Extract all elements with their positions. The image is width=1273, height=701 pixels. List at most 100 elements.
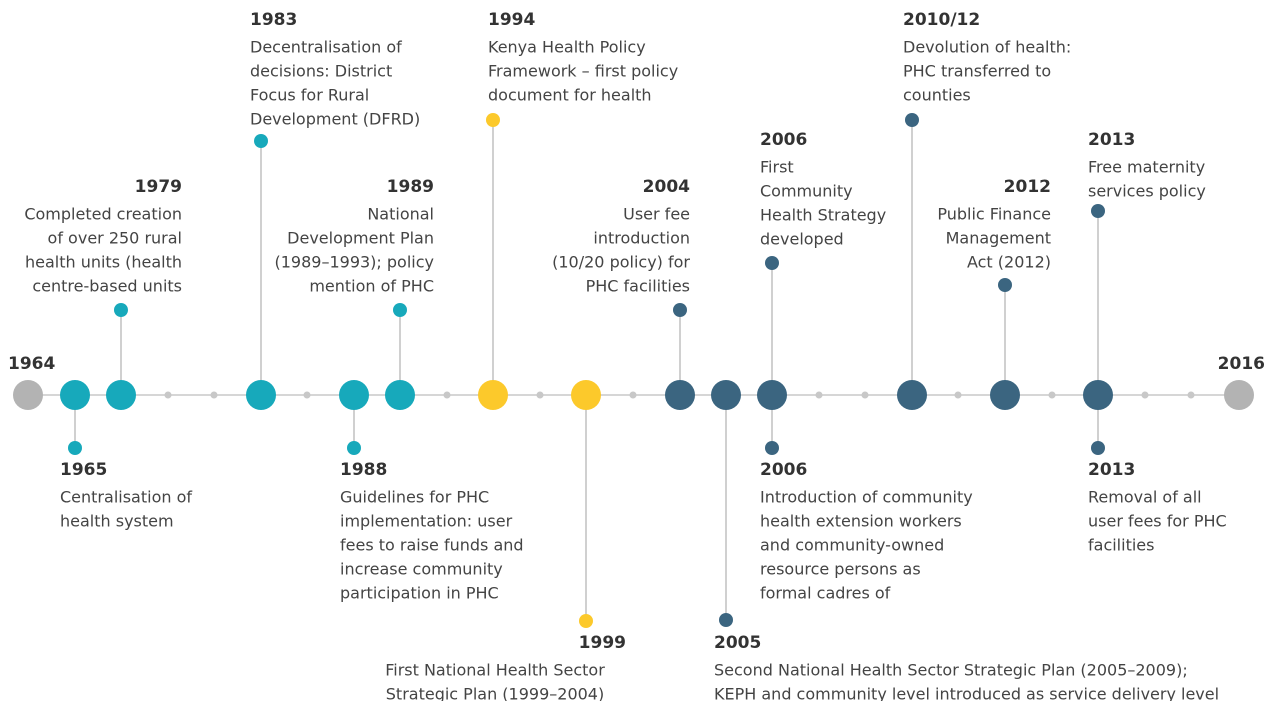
event-text: First National Health Sector — [385, 661, 605, 680]
event-text: KEPH and community level introduced as s… — [714, 685, 1219, 701]
event-text: Decentralisation of — [250, 38, 402, 57]
event-text: mention of PHC — [309, 277, 434, 296]
event-year: 1989 — [387, 177, 434, 197]
event-text: facilities — [1088, 536, 1154, 555]
event-text: Free maternity — [1088, 158, 1205, 177]
event-year: 2012 — [1004, 177, 1051, 197]
event-year: 1999 — [579, 633, 626, 653]
stem-dot — [905, 113, 919, 127]
stem-dot — [673, 303, 687, 317]
event-node — [339, 380, 369, 410]
event-year: 2013 — [1088, 460, 1135, 480]
event-text: Act (2012) — [967, 253, 1051, 272]
event-text: health extension workers — [760, 512, 962, 531]
event-text: Management — [946, 229, 1051, 248]
minor-dot — [443, 391, 451, 399]
event-node — [665, 380, 695, 410]
event-text: User fee — [623, 205, 690, 224]
minor-dot — [1141, 391, 1149, 399]
event-year: 2006 — [760, 460, 807, 480]
minor-dot — [954, 391, 962, 399]
event-node — [897, 380, 927, 410]
stem-dot — [765, 441, 779, 455]
event-node — [757, 380, 787, 410]
event-year: 1988 — [340, 460, 387, 480]
event-year: 2004 — [643, 177, 690, 197]
event-year: 2010/12 — [903, 10, 980, 30]
event-text: decisions: District — [250, 62, 392, 81]
stem-dot — [347, 441, 361, 455]
minor-dot — [1048, 391, 1056, 399]
stem-dot — [1091, 441, 1105, 455]
stem-dot — [114, 303, 128, 317]
minor-dot — [629, 391, 637, 399]
event-text: counties — [903, 86, 971, 105]
end-node — [1224, 380, 1254, 410]
minor-dot — [1187, 391, 1195, 399]
event-text: implementation: user — [340, 512, 513, 531]
minor-dot — [815, 391, 823, 399]
event-text: health units (health — [25, 253, 182, 272]
event-text: (1989–1993); policy — [275, 253, 435, 272]
event-text: health system — [60, 512, 174, 531]
event-node — [571, 380, 601, 410]
event-node — [106, 380, 136, 410]
stem-dot — [254, 134, 268, 148]
event-node — [990, 380, 1020, 410]
event-text: introduction — [593, 229, 690, 248]
event-text: PHC facilities — [586, 277, 690, 296]
stem-dot — [765, 256, 779, 270]
stem-dot — [1091, 204, 1105, 218]
minor-dot — [303, 391, 311, 399]
event-text: Devolution of health: — [903, 38, 1071, 57]
event-node — [385, 380, 415, 410]
event-text: PHC transferred to — [903, 62, 1051, 81]
stem-dot — [393, 303, 407, 317]
event-year: 1994 — [488, 10, 535, 30]
event-text: National — [367, 205, 434, 224]
event-year: 2006 — [760, 130, 807, 150]
start-year: 1964 — [8, 354, 55, 374]
event-node — [1083, 380, 1113, 410]
stem-dot — [579, 614, 593, 628]
event-text: participation in PHC — [340, 584, 499, 603]
event-text: centre-based units — [32, 277, 182, 296]
event-year: 1965 — [60, 460, 107, 480]
event-text: Introduction of community — [760, 488, 973, 507]
event-text: of over 250 rural — [48, 229, 182, 248]
event-text: Centralisation of — [60, 488, 192, 507]
stem-dot — [998, 278, 1012, 292]
event-year: 1979 — [135, 177, 182, 197]
event-text: Community — [760, 182, 853, 201]
event-text: user fees for PHC — [1088, 512, 1227, 531]
event-text: Kenya Health Policy — [488, 38, 646, 57]
event-text: Development Plan — [287, 229, 434, 248]
minor-dot — [210, 391, 218, 399]
event-text: Completed creation — [24, 205, 182, 224]
event-text: services policy — [1088, 182, 1206, 201]
event-node — [478, 380, 508, 410]
event-text: resource persons as — [760, 560, 921, 579]
event-text: Guidelines for PHC — [340, 488, 489, 507]
event-text: Development (DFRD) — [250, 110, 420, 129]
stem-dot — [68, 441, 82, 455]
event-text: and community-owned — [760, 536, 944, 555]
stem-dot — [486, 113, 500, 127]
minor-dot — [164, 391, 172, 399]
event-text: Removal of all — [1088, 488, 1202, 507]
event-text: Second National Health Sector Strategic … — [714, 661, 1188, 680]
event-node — [246, 380, 276, 410]
event-text: First — [760, 158, 794, 177]
event-text: Health Strategy — [760, 206, 886, 225]
minor-dot — [536, 391, 544, 399]
event-text: (10/20 policy) for — [552, 253, 690, 272]
event-text: Strategic Plan (1999–2004) — [386, 685, 604, 701]
stem-dot — [719, 613, 733, 627]
event-text: Public Finance — [937, 205, 1051, 224]
event-year: 2005 — [714, 633, 761, 653]
event-text: fees to raise funds and — [340, 536, 524, 555]
minor-dot — [861, 391, 869, 399]
event-text: developed — [760, 230, 844, 249]
start-node — [13, 380, 43, 410]
